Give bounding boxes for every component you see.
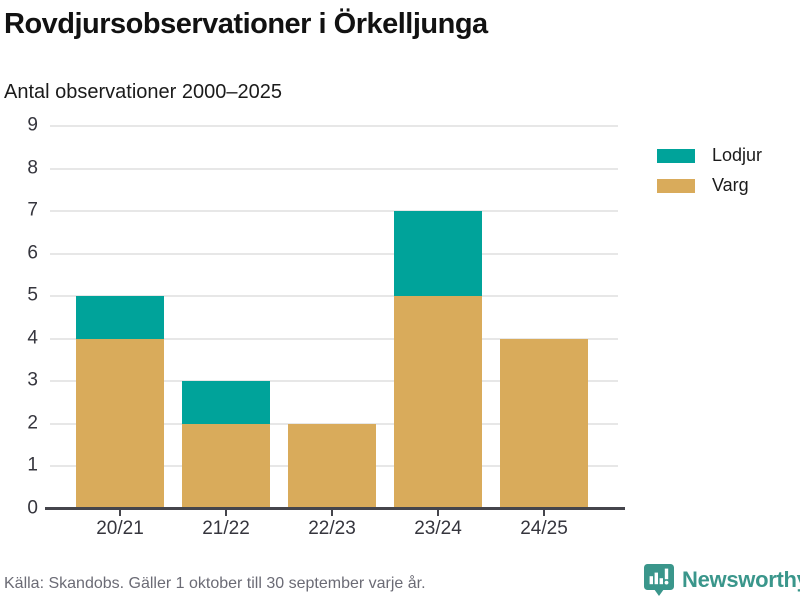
bar-segment-lodjur-21/22 <box>182 381 270 424</box>
y-tick-label: 6 <box>27 242 38 264</box>
y-tick-label: 2 <box>27 412 38 434</box>
bar-segment-varg-23/24 <box>394 296 482 509</box>
gridline-9 <box>50 125 618 127</box>
y-axis-labels: 0 1 2 3 4 5 6 7 8 9 <box>0 115 38 519</box>
gridline-4 <box>50 337 618 340</box>
chart-title: Rovdjursobservationer i Örkelljunga <box>4 8 488 40</box>
x-axis-line <box>45 507 625 510</box>
x-tick <box>225 509 227 516</box>
x-tick <box>331 509 333 516</box>
newsworthy-icon <box>643 563 675 597</box>
bar-segment-varg-22/23 <box>288 423 376 509</box>
bar-segment-varg-20/21 <box>76 338 164 509</box>
x-tick-label: 20/21 <box>96 518 144 539</box>
bar-segment-varg-24/25 <box>500 338 588 509</box>
x-tick <box>543 509 545 516</box>
gridline-7 <box>50 210 618 213</box>
x-tick-label: 23/24 <box>414 518 462 539</box>
legend: Lodjur Varg <box>657 145 762 205</box>
bar-segment-lodjur-23/24 <box>394 211 482 297</box>
legend-swatch-varg <box>657 178 695 193</box>
y-tick-label: 1 <box>27 454 38 476</box>
y-tick-label: 9 <box>27 114 38 136</box>
y-tick-label: 5 <box>27 284 38 306</box>
x-axis-labels: 20/21 21/22 22/23 23/24 24/25 <box>48 518 620 542</box>
bar-segment-varg-21/22 <box>182 423 270 509</box>
x-tick-label: 21/22 <box>202 518 250 539</box>
chart-subtitle: Antal observationer 2000–2025 <box>4 81 282 103</box>
legend-item-lodjur: Lodjur <box>657 145 762 166</box>
x-tick <box>119 509 121 516</box>
y-tick-label: 8 <box>27 157 38 179</box>
y-tick-label: 7 <box>27 199 38 221</box>
legend-swatch-lodjur <box>657 148 695 163</box>
gridline-5 <box>50 295 618 298</box>
newsworthy-logo[interactable]: Newsworthy <box>643 563 800 597</box>
legend-label-varg: Varg <box>712 175 749 195</box>
x-tick <box>437 509 439 516</box>
source-note: Källa: Skandobs. Gäller 1 oktober till 3… <box>4 575 426 592</box>
gridline-6 <box>50 252 618 255</box>
gridline-3 <box>50 380 618 383</box>
gridline-8 <box>50 167 618 170</box>
x-tick-label: 22/23 <box>308 518 356 539</box>
plot-area <box>45 125 625 516</box>
y-tick-label: 4 <box>27 327 38 349</box>
x-tick-label: 24/25 <box>520 518 568 539</box>
y-tick-label: 3 <box>27 369 38 391</box>
legend-item-varg: Varg <box>657 175 762 196</box>
brand-name: Newsworthy <box>682 567 800 592</box>
bar-segment-lodjur-20/21 <box>76 296 164 339</box>
legend-label-lodjur: Lodjur <box>712 145 763 165</box>
y-tick-label: 0 <box>27 497 38 519</box>
